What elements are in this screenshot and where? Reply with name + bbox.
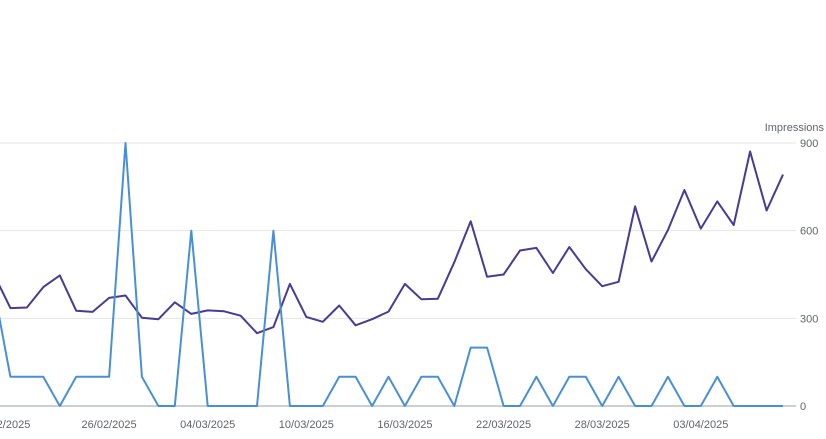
y-tick-label: 600 <box>800 226 818 238</box>
y-tick-label: 900 <box>800 138 818 150</box>
x-tick-label: 28/03/2025 <box>575 419 630 431</box>
x-tick-label: 26/02/2025 <box>82 419 137 431</box>
x-tick-label: 22/03/2025 <box>476 419 531 431</box>
x-tick-label: 03/04/2025 <box>673 419 728 431</box>
x-tick-label: 10/03/2025 <box>279 419 334 431</box>
x-axis-ticks: 02/2025 26/02/2025 04/03/2025 10/03/2025 16/… <box>0 419 728 431</box>
right-axis-title: Impressions <box>765 122 825 134</box>
series-line-secondary <box>0 142 783 407</box>
gridlines <box>0 142 796 407</box>
y-tick-label: 0 <box>800 401 806 413</box>
x-tick-label: 16/03/2025 <box>377 419 432 431</box>
y-tick-label: 300 <box>800 313 818 325</box>
series-line-impressions <box>0 150 784 335</box>
x-tick-label: 02/2025 <box>0 419 30 431</box>
right-axis-ticks: 0 300 600 900 <box>800 138 818 413</box>
x-tick-label: 04/03/2025 <box>180 419 235 431</box>
series-layer <box>0 142 784 407</box>
